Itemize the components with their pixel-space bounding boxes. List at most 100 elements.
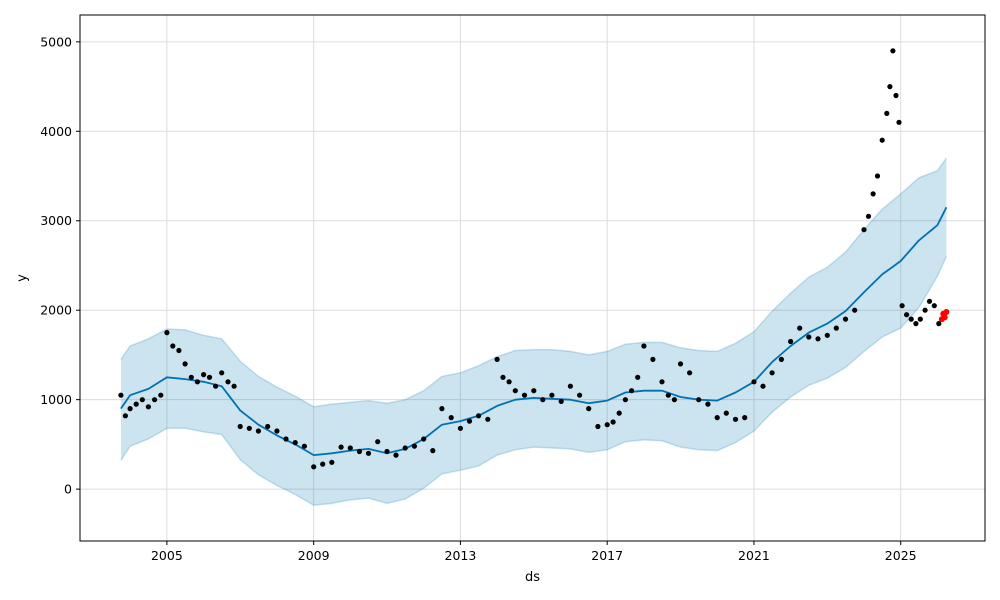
observed-point <box>641 343 647 349</box>
holdout-point <box>943 309 950 315</box>
forecast-line-group <box>120 206 948 457</box>
observed-point <box>237 423 243 430</box>
observed-point <box>635 374 641 380</box>
observed-point <box>558 398 564 404</box>
observed-point <box>365 450 372 456</box>
observed-point <box>824 332 830 338</box>
observed-point <box>265 423 271 430</box>
observed-point <box>723 410 729 416</box>
observed-point <box>870 191 876 197</box>
observed-point <box>476 413 482 419</box>
observed-point <box>705 401 711 407</box>
observed-point <box>769 370 775 376</box>
observed-point <box>665 392 671 398</box>
observed-point <box>439 406 445 412</box>
observed-point <box>194 379 200 385</box>
forecast-line <box>120 206 948 457</box>
observed-point <box>586 406 592 412</box>
observed-point <box>917 316 923 322</box>
observed-point <box>806 334 812 340</box>
y-tick-label: 4000 <box>40 124 72 139</box>
uncertainty-band <box>120 157 948 506</box>
observed-point <box>188 374 194 380</box>
observed-point <box>411 443 417 449</box>
observed-point <box>170 343 176 349</box>
observed-point <box>347 445 353 451</box>
observed-point <box>384 448 390 455</box>
observed-point <box>815 336 821 342</box>
y-tick-label: 2000 <box>40 303 72 318</box>
observed-point <box>913 321 919 327</box>
observed-point <box>732 416 739 422</box>
observed-point <box>301 443 307 449</box>
observed-point <box>616 410 622 416</box>
observed-point <box>904 312 910 318</box>
observed-point <box>283 436 289 442</box>
x-tick-label: 2025 <box>885 548 917 563</box>
observed-point <box>122 413 128 419</box>
observed-point <box>751 379 757 385</box>
observed-point <box>182 361 188 367</box>
observed-point <box>139 397 145 403</box>
x-axis-ticks: 2005 2009 2013 2017 2021 2025 <box>151 541 917 563</box>
observed-point <box>833 325 839 331</box>
observed-point <box>213 383 219 389</box>
observed-point <box>760 383 766 389</box>
observed-point <box>595 423 601 430</box>
y-tick-label: 3000 <box>40 213 72 228</box>
observed-point <box>164 330 170 336</box>
observed-point <box>797 325 803 331</box>
observed-point <box>567 383 574 389</box>
grid <box>80 15 985 541</box>
uncertainty-lower-edge <box>120 256 948 506</box>
y-axis-ticks: 0 1000 2000 3000 4000 5000 <box>40 34 80 497</box>
observed-point <box>865 213 872 219</box>
observed-point <box>500 374 506 380</box>
observed-point <box>879 137 885 143</box>
x-tick-label: 2005 <box>151 548 183 563</box>
observed-point <box>292 440 298 446</box>
observed-point <box>714 415 720 421</box>
observed-point <box>936 321 942 327</box>
uncertainty-upper-edge <box>120 157 948 408</box>
observed-point <box>133 401 139 407</box>
observed-point <box>788 338 794 345</box>
observed-point <box>671 397 678 403</box>
x-tick-label: 2017 <box>591 548 623 563</box>
observed-point <box>145 404 151 410</box>
observed-point <box>521 392 528 398</box>
observed-point <box>274 428 280 434</box>
plot-frame <box>79 14 986 542</box>
observed-point <box>485 416 491 422</box>
observed-point <box>742 415 748 421</box>
observed-point <box>127 406 133 412</box>
observed-point <box>852 307 858 313</box>
observed-point <box>152 397 158 403</box>
holdout-points <box>938 309 950 323</box>
observed-point <box>329 459 335 465</box>
observed-point <box>158 392 164 398</box>
observed-point <box>512 388 518 394</box>
observed-point <box>219 370 225 376</box>
observed-point <box>696 397 702 403</box>
observed-point <box>629 388 635 394</box>
uncertainty-area <box>120 158 947 506</box>
observed-point <box>861 227 867 233</box>
y-tick-label: 0 <box>64 482 72 497</box>
y-tick-label: 5000 <box>40 34 72 49</box>
observed-point <box>176 347 182 354</box>
observed-point <box>231 383 237 389</box>
observed-point <box>506 379 512 385</box>
observed-point <box>338 444 344 450</box>
observed-point <box>687 370 693 376</box>
observed-point <box>540 397 546 403</box>
observed-point <box>887 84 893 90</box>
observed-point <box>896 119 902 125</box>
observed-point <box>466 418 473 424</box>
holdout-point <box>941 314 948 321</box>
observed-point <box>430 448 436 454</box>
observed-point <box>778 356 785 362</box>
observed-point <box>448 415 454 421</box>
observed-point <box>677 361 684 367</box>
